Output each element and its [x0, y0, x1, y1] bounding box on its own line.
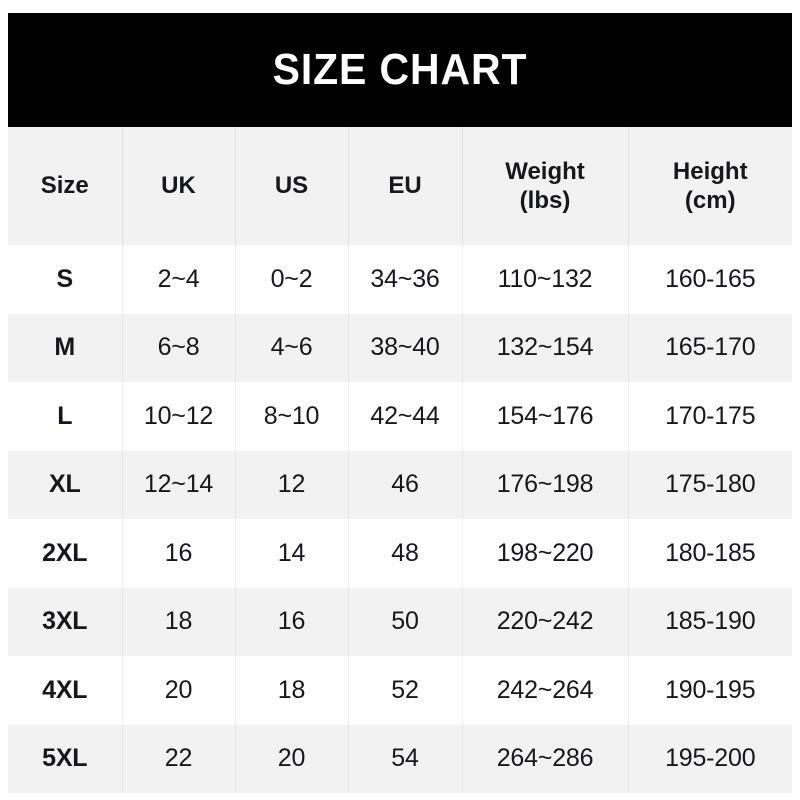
cell-us: 18	[235, 656, 349, 725]
column-header-height-label: Height	[672, 157, 748, 185]
cell-eu: 52	[348, 656, 463, 725]
cell-eu: 50	[348, 587, 463, 656]
column-header-uk-label: UK	[161, 172, 196, 200]
column-header-height-unit: (cm)	[684, 187, 736, 214]
cell-weight: 110~132	[462, 245, 629, 314]
table-row: S 2~4 0~2 34~36 110~132 160-165	[8, 245, 792, 314]
table-row: 3XL 18 16 50 220~242 185-190	[8, 587, 792, 656]
cell-size: XL	[8, 450, 123, 519]
cell-size: S	[8, 245, 123, 314]
column-header-size: Size	[8, 127, 123, 245]
cell-size: 4XL	[8, 656, 123, 725]
cell-size: 5XL	[8, 724, 123, 793]
size-chart-table: Size UK US EU Weight (lbs) Height (cm)	[8, 127, 792, 793]
column-header-height: Height (cm)	[628, 127, 792, 245]
cell-weight: 264~286	[462, 724, 629, 793]
column-header-us: US	[235, 127, 349, 245]
cell-uk: 22	[122, 724, 236, 793]
cell-size: 3XL	[8, 587, 123, 656]
cell-height: 170-175	[665, 401, 756, 430]
table-row: XL 12~14 12 46 176~198 175-180	[8, 450, 792, 519]
header-row: Size UK US EU Weight (lbs) Height (cm)	[8, 127, 792, 245]
column-header-weight-label: Weight	[505, 157, 585, 185]
cell-height: 175-180	[665, 470, 756, 499]
cell-size: 2XL	[8, 519, 123, 588]
cell-weight: 176~198	[462, 450, 629, 519]
cell-uk: 18	[122, 587, 236, 656]
table-row: M 6~8 4~6 38~40 132~154 165-170	[8, 313, 792, 382]
cell-eu: 38~40	[348, 313, 463, 382]
cell-uk: 12~14	[122, 450, 236, 519]
cell-weight: 220~242	[462, 587, 629, 656]
cell-eu: 34~36	[348, 245, 463, 314]
cell-uk: 20	[122, 656, 236, 725]
cell-uk: 10~12	[122, 382, 236, 451]
cell-weight: 198~220	[462, 519, 629, 588]
cell-size: M	[8, 313, 123, 382]
cell-us: 4~6	[235, 313, 349, 382]
cell-size: L	[8, 382, 123, 451]
cell-height: 195-200	[665, 744, 756, 773]
cell-eu: 46	[348, 450, 463, 519]
table-row: 5XL 22 20 54 264~286 195-200	[8, 724, 792, 793]
cell-eu: 48	[348, 519, 463, 588]
column-header-eu: EU	[348, 127, 463, 245]
cell-uk: 2~4	[122, 245, 236, 314]
cell-height: 180-185	[665, 538, 756, 567]
page-title: SIZE CHART	[272, 45, 528, 94]
cell-weight: 132~154	[462, 313, 629, 382]
cell-us: 0~2	[235, 245, 349, 314]
table-header: Size UK US EU Weight (lbs) Height (cm)	[8, 127, 792, 245]
table-body: S 2~4 0~2 34~36 110~132 160-165 M 6~8 4~6 38~40 13…	[8, 245, 792, 793]
cell-us: 20	[235, 724, 349, 793]
title-banner: SIZE CHART	[8, 13, 792, 127]
column-header-weight: Weight (lbs)	[462, 127, 629, 245]
table-row: 2XL 16 14 48 198~220 180-185	[8, 519, 792, 588]
cell-us: 14	[235, 519, 349, 588]
column-header-eu-label: EU	[388, 172, 422, 200]
cell-weight: 242~264	[462, 656, 629, 725]
cell-eu: 54	[348, 724, 463, 793]
column-header-uk: UK	[122, 127, 236, 245]
cell-weight: 154~176	[462, 382, 629, 451]
cell-height: 160-165	[665, 264, 756, 293]
column-header-size-label: Size	[40, 172, 89, 200]
table-row: L 10~12 8~10 42~44 154~176 170-175	[8, 382, 792, 451]
cell-uk: 6~8	[122, 313, 236, 382]
table-row: 4XL 20 18 52 242~264 190-195	[8, 656, 792, 725]
cell-height: 185-190	[665, 607, 756, 636]
cell-us: 12	[235, 450, 349, 519]
cell-uk: 16	[122, 519, 236, 588]
cell-height: 190-195	[665, 675, 756, 704]
cell-us: 16	[235, 587, 349, 656]
column-header-weight-unit: (lbs)	[519, 187, 571, 214]
cell-eu: 42~44	[348, 382, 463, 451]
cell-height: 165-170	[665, 333, 756, 362]
cell-us: 8~10	[235, 382, 349, 451]
column-header-us-label: US	[274, 172, 309, 200]
